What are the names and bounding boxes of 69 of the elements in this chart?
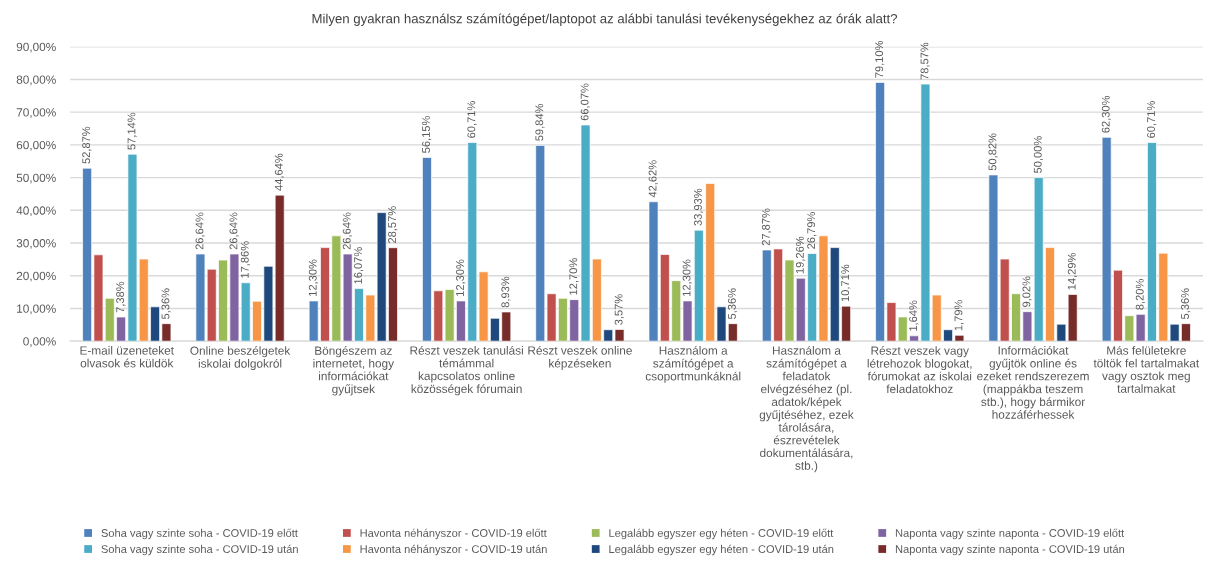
data-label: 50,82%	[988, 133, 998, 171]
chart-title: Milyen gyakran használsz számítógépet/laptopot az alábbi tanulási tevékenységekhez az órák alatt?	[312, 13, 898, 26]
legend-label: Soha vagy szinte soha - COVID-19 előtt	[101, 528, 298, 540]
y-tick-label: 80,00%	[16, 75, 56, 86]
data-label: 8,20%	[1135, 279, 1145, 310]
legend-label: Naponta vagy szinte naponta - COVID-19 után	[895, 544, 1125, 556]
data-label: 10,71%	[841, 264, 851, 302]
data-label: 8,93%	[501, 276, 511, 308]
y-tick-label: 0,00%	[23, 337, 56, 347]
data-label: 62,30%	[1101, 95, 1111, 133]
data-label: 66,07%	[580, 83, 590, 121]
category-label: Használom a számítógépet a feladatok elvégzéséhez (pl. adatok/képek gyűjtéséhez, ezek tárolására, észrevételek dokumentálására, stb.)	[759, 345, 854, 473]
data-label: 59,84%	[535, 103, 545, 141]
data-label: 5,36%	[1181, 288, 1191, 320]
y-tick-label: 40,00%	[16, 206, 56, 217]
data-label: 5,36%	[161, 288, 171, 320]
data-label: 57,14%	[127, 112, 137, 150]
y-tick-label: 20,00%	[16, 271, 56, 282]
data-label: 79,10%	[875, 40, 885, 78]
data-label: 3,57%	[614, 294, 624, 325]
legend-label: Soha vagy szinte soha - COVID-19 után	[101, 544, 298, 556]
legend-label: Legalább egyszer egy héten - COVID-19 előtt	[609, 528, 834, 540]
data-label: 12,70%	[569, 258, 579, 295]
data-label: 9,02%	[1022, 276, 1032, 307]
data-label: 26,79%	[807, 212, 817, 249]
data-label: 60,71%	[467, 101, 477, 138]
x-tick-label: Információkat gyűjtök online és ezeket rendszerezem (mappákba teszem stb.), hogy bármikor hozzáférhessek	[977, 345, 1089, 419]
data-label: 12,30%	[682, 259, 692, 296]
x-tick-label: Más felületekre töltök fel tartalmakat vagy osztok meg tartalmakat	[1093, 345, 1200, 393]
data-label: 14,29%	[1067, 252, 1077, 290]
data-label: 42,62%	[648, 160, 658, 198]
data-label: 33,93%	[693, 188, 704, 226]
x-tick-label: Részt veszek tanulási témámmal kapcsolatos online közösségek fórumain	[410, 345, 523, 396]
legend-label: Legalább egyszer egy héten - COVID-19 után	[609, 544, 834, 556]
data-label: 17,86%	[240, 241, 251, 278]
data-label: 26,64%	[195, 212, 205, 250]
x-tick-label: Online beszélgetek iskolai dolgokról	[190, 346, 291, 371]
data-label: 60,71%	[1147, 101, 1157, 138]
data-label: 12,30%	[308, 259, 318, 296]
data-label: 19,26%	[795, 236, 806, 274]
y-tick-label: 30,00%	[16, 239, 56, 249]
x-tick-label: E-mail üzeneteket olvasok és küldök	[80, 346, 174, 368]
legend-label: Havonta néhányszor - COVID-19 után	[360, 544, 547, 556]
y-tick-label: 90,00%	[16, 42, 56, 53]
data-label: 28,57%	[388, 206, 398, 243]
data-label: 1,79%	[954, 300, 964, 331]
data-label: 56,15%	[422, 116, 432, 153]
x-tick-label: Részt veszek online képzéseken	[528, 345, 632, 370]
x-tick-label: Használom a számítógépet a csoportmunkáknál	[645, 345, 741, 383]
data-label: 12,30%	[456, 259, 466, 296]
data-label: 27,87%	[761, 208, 772, 246]
x-tick-label: Részt veszek vagy létrehozok blogokat, fórumokat az iskolai feladatokhoz	[867, 346, 972, 394]
data-label: 1,64%	[909, 300, 919, 331]
x-tick-label: Böngészem az internetet, hogy információkat gyűjtsek	[313, 346, 394, 396]
y-tick-label: 70,00%	[16, 108, 56, 118]
y-tick-label: 10,00%	[17, 304, 56, 315]
legend-label: Havonta néhányszor - COVID-19 előtt	[360, 528, 547, 540]
y-tick-label: 60,00%	[16, 140, 56, 151]
data-label: 26,64%	[229, 212, 239, 250]
legend-label: Naponta vagy szinte naponta - COVID-19 előtt	[895, 528, 1125, 540]
data-label: 78,57%	[920, 42, 930, 80]
data-label: 7,38%	[116, 281, 126, 313]
data-label: 52,87%	[82, 126, 92, 164]
data-label: 5,36%	[727, 288, 738, 320]
data-label: 44,64%	[274, 153, 284, 191]
data-label: 50,00%	[1033, 136, 1043, 173]
y-tick-label: 50,00%	[16, 173, 56, 184]
data-label: 26,64%	[342, 212, 352, 250]
data-label: 16,07%	[354, 247, 364, 284]
